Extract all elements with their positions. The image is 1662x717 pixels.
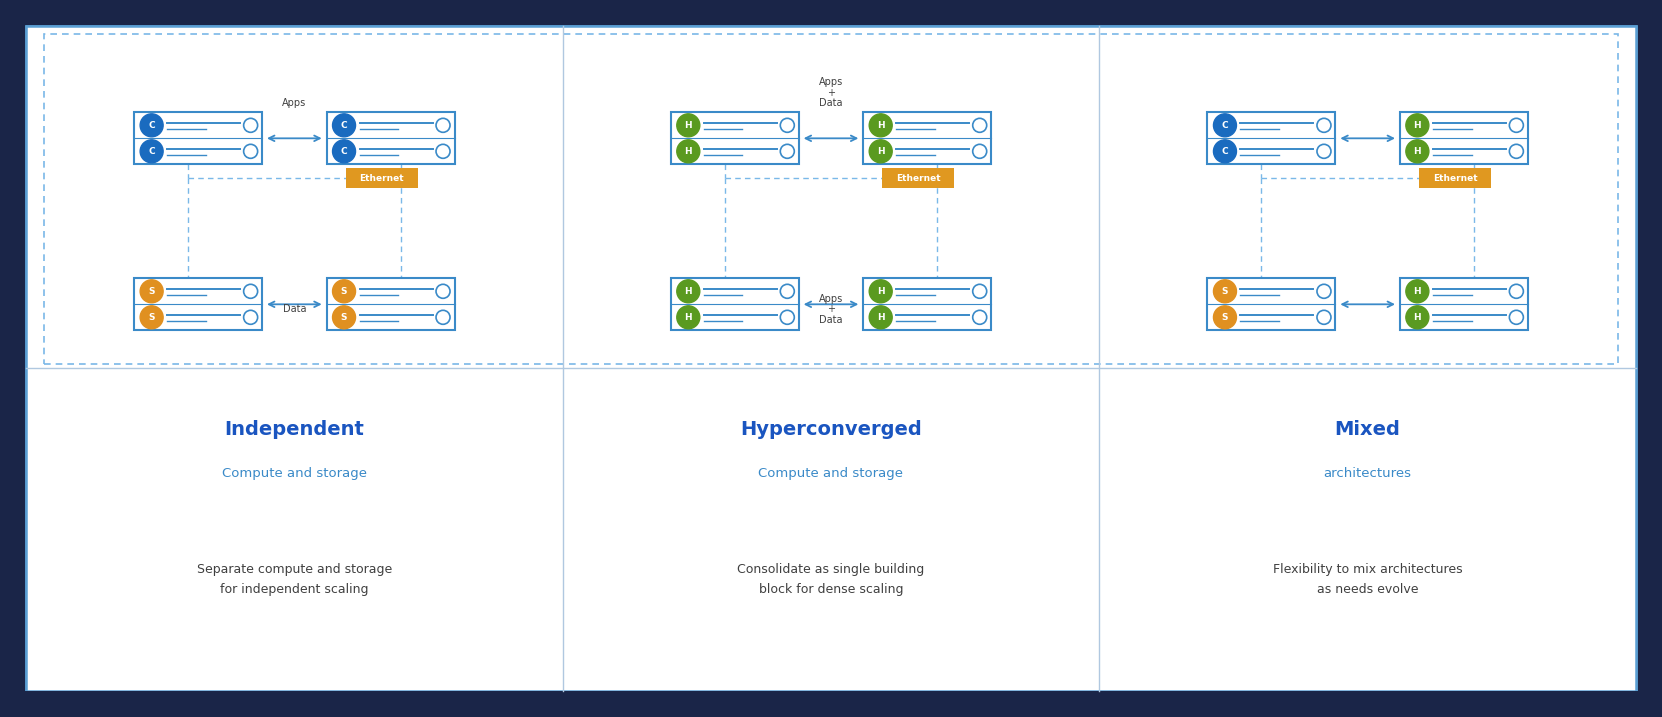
Text: S: S xyxy=(1222,313,1228,322)
Text: S: S xyxy=(148,287,155,296)
Circle shape xyxy=(140,114,163,137)
Text: H: H xyxy=(878,313,884,322)
Text: H: H xyxy=(685,147,691,156)
Text: C: C xyxy=(148,147,155,156)
Bar xyxy=(18,691,1644,699)
Circle shape xyxy=(1213,280,1237,303)
Text: Independent: Independent xyxy=(224,419,364,439)
Text: Apps
+
Data: Apps + Data xyxy=(819,77,843,108)
Text: Mixed: Mixed xyxy=(1335,419,1401,439)
Bar xyxy=(1399,278,1527,331)
Text: C: C xyxy=(1222,121,1228,130)
Bar xyxy=(863,278,991,331)
Circle shape xyxy=(332,140,356,163)
Text: H: H xyxy=(1414,287,1421,296)
Circle shape xyxy=(332,114,356,137)
Text: architectures: architectures xyxy=(1323,467,1411,480)
FancyBboxPatch shape xyxy=(883,168,954,189)
Text: S: S xyxy=(341,287,347,296)
Circle shape xyxy=(869,306,892,329)
FancyBboxPatch shape xyxy=(1419,168,1491,189)
Text: H: H xyxy=(685,313,691,322)
Text: S: S xyxy=(1222,287,1228,296)
Text: Apps
+
Data: Apps + Data xyxy=(819,293,843,325)
Text: Compute and storage: Compute and storage xyxy=(221,467,367,480)
Text: Ethernet: Ethernet xyxy=(359,174,404,183)
Bar xyxy=(1399,113,1527,164)
Circle shape xyxy=(1406,306,1429,329)
Circle shape xyxy=(676,114,700,137)
Bar xyxy=(863,113,991,164)
Text: C: C xyxy=(341,147,347,156)
Text: C: C xyxy=(1222,147,1228,156)
Text: S: S xyxy=(341,313,347,322)
Circle shape xyxy=(1406,280,1429,303)
Circle shape xyxy=(140,140,163,163)
Bar xyxy=(326,278,454,331)
Circle shape xyxy=(1406,114,1429,137)
Bar xyxy=(326,113,454,164)
Bar xyxy=(43,34,1619,364)
Text: S: S xyxy=(148,313,155,322)
Circle shape xyxy=(1406,140,1429,163)
Circle shape xyxy=(332,280,356,303)
Text: Apps: Apps xyxy=(283,98,306,108)
Text: Consolidate as single building
block for dense scaling: Consolidate as single building block for… xyxy=(738,563,924,596)
Text: H: H xyxy=(1414,313,1421,322)
Circle shape xyxy=(140,306,163,329)
Circle shape xyxy=(332,306,356,329)
Circle shape xyxy=(676,140,700,163)
Text: H: H xyxy=(1414,147,1421,156)
Text: Ethernet: Ethernet xyxy=(1433,174,1478,183)
Text: H: H xyxy=(878,287,884,296)
Text: H: H xyxy=(878,121,884,130)
Text: H: H xyxy=(1414,121,1421,130)
Text: H: H xyxy=(878,147,884,156)
Text: Hyperconverged: Hyperconverged xyxy=(740,419,922,439)
Text: Flexibility to mix architectures
as needs evolve: Flexibility to mix architectures as need… xyxy=(1273,563,1463,596)
Bar xyxy=(1208,113,1336,164)
Text: C: C xyxy=(341,121,347,130)
FancyBboxPatch shape xyxy=(346,168,417,189)
Circle shape xyxy=(869,280,892,303)
Bar xyxy=(1208,278,1336,331)
Circle shape xyxy=(140,280,163,303)
Circle shape xyxy=(1213,114,1237,137)
Circle shape xyxy=(869,114,892,137)
Text: C: C xyxy=(148,121,155,130)
Text: Ethernet: Ethernet xyxy=(896,174,941,183)
Bar xyxy=(671,113,799,164)
Circle shape xyxy=(1213,306,1237,329)
Bar xyxy=(135,113,263,164)
Circle shape xyxy=(1213,140,1237,163)
Text: H: H xyxy=(685,287,691,296)
Text: Separate compute and storage
for independent scaling: Separate compute and storage for indepen… xyxy=(196,563,392,596)
Text: Data: Data xyxy=(283,304,306,314)
Bar xyxy=(671,278,799,331)
Circle shape xyxy=(676,280,700,303)
Text: H: H xyxy=(685,121,691,130)
Circle shape xyxy=(869,140,892,163)
Bar xyxy=(135,278,263,331)
Text: Compute and storage: Compute and storage xyxy=(758,467,904,480)
Circle shape xyxy=(676,306,700,329)
